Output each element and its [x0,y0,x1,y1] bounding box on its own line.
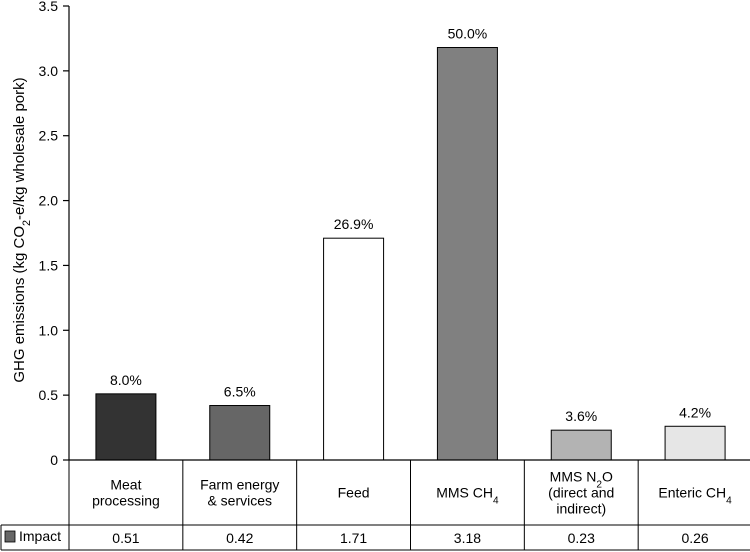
legend-label: Impact [19,528,61,544]
x-category-label: MMS N2O (direct and indirect) [548,469,614,517]
data-table: Impact Meat processing Farm energy & service… [0,459,750,551]
bar [209,405,271,461]
y-tick-label: 2.0 [39,193,59,209]
table-value-cell: 0.23 [568,530,595,546]
bar [550,429,612,461]
x-category-label: MMS CH4 [436,485,499,507]
bar [95,393,157,461]
bar-percent-label: 4.2% [679,404,711,420]
x-category-label: Enteric CH4 [658,485,732,507]
y-tick-label: 2.5 [39,128,59,144]
y-tick-label: 1.0 [39,322,59,338]
table-value-cell: 0.42 [226,530,253,546]
y-tick-label: 3.5 [39,0,59,14]
bar [664,425,726,461]
y-tick-label: 0 [50,452,58,468]
percent-labels: 8.0% 6.5% 26.9% 50.0% 3.6% 4.2% [110,26,711,425]
x-category-label: Meat processing [92,477,160,509]
table-value-cell: 1.71 [340,530,367,546]
x-category-label: Farm energy & services [200,477,279,509]
y-tick-label: 0.5 [39,387,59,403]
y-axis-label: GHG emissions (kg CO2-e/kg wholesale por… [11,77,33,382]
bar-percent-label: 6.5% [224,384,256,400]
legend-swatch [4,530,16,543]
bar-percent-label: 8.0% [110,372,142,388]
bar-percent-label: 3.6% [565,408,597,424]
bar [436,47,498,461]
bar [323,237,385,461]
y-tick-label: 1.5 [39,257,59,273]
y-axis-ticks: 0 0.5 1.0 1.5 2.0 2.5 3.0 3.5 [39,0,69,468]
bar-percent-label: 50.0% [448,26,488,42]
bar-percent-label: 26.9% [334,216,374,232]
table-value-cell: 0.51 [112,530,139,546]
y-tick-label: 3.0 [39,63,59,79]
table-value-cell: 3.18 [454,530,481,546]
x-category-label: Feed [338,485,370,501]
table-value-cell: 0.26 [681,530,708,546]
bars [95,47,726,461]
